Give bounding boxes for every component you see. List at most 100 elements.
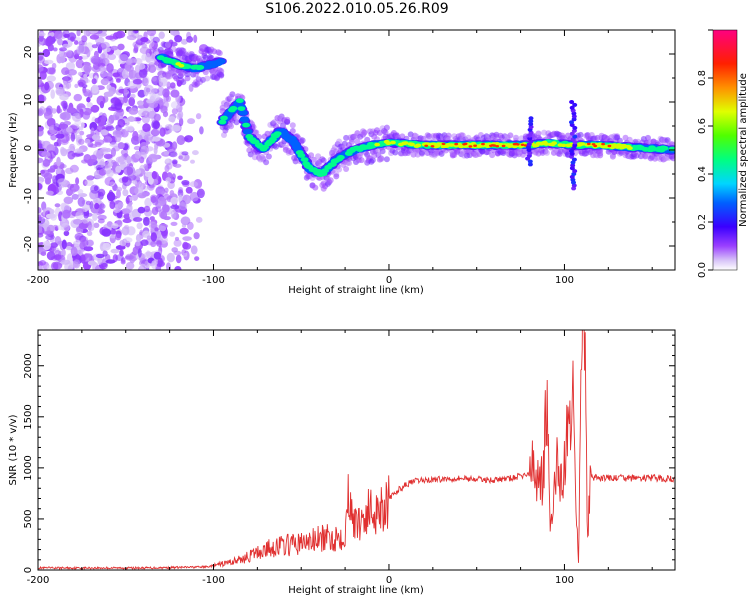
spectrogram-halo bbox=[369, 157, 376, 164]
spectrogram-ridge bbox=[481, 142, 485, 146]
spectrogram-halo bbox=[348, 139, 355, 145]
spectrogram-halo bbox=[383, 124, 390, 131]
top-y-tick-label: -20 bbox=[23, 236, 34, 252]
spectrogram-speckle bbox=[65, 74, 73, 84]
spectrogram-speckle bbox=[135, 234, 142, 243]
spectrogram-speckle bbox=[193, 232, 200, 240]
spectrogram-ridge bbox=[374, 142, 381, 147]
spectrogram-halo bbox=[489, 152, 496, 159]
spectrogram-speckle bbox=[163, 150, 170, 156]
spectrogram-speckle bbox=[145, 52, 151, 63]
spectrogram-speckle bbox=[134, 150, 142, 159]
spectrogram-ridge bbox=[196, 65, 205, 70]
spectrogram-speckle bbox=[61, 239, 67, 250]
spectrogram-speckle bbox=[189, 181, 199, 188]
spectrogram-halo bbox=[320, 157, 327, 164]
spectrogram-burst bbox=[569, 105, 575, 110]
spectrogram-speckle bbox=[63, 33, 70, 38]
spectrogram-speckle bbox=[38, 127, 44, 137]
spectrogram-burst bbox=[526, 153, 532, 158]
spectrogram-halo bbox=[180, 79, 187, 86]
spectrogram-ridge bbox=[515, 143, 520, 146]
spectrogram-speckle bbox=[38, 109, 43, 115]
spectrogram-halo bbox=[184, 75, 191, 82]
spectrogram-ridge bbox=[218, 119, 227, 125]
spectrogram-speckle bbox=[123, 237, 133, 244]
spectrogram-speckle bbox=[86, 96, 91, 103]
spectrogram-halo bbox=[336, 138, 343, 145]
spectrogram-speckle bbox=[91, 84, 99, 94]
spectrogram-speckle bbox=[190, 245, 198, 255]
spectrogram-speckle bbox=[165, 177, 172, 183]
spectrogram-speckle bbox=[139, 263, 147, 270]
spectrogram-speckle bbox=[83, 74, 88, 79]
spectrogram-speckle bbox=[138, 182, 143, 193]
spectrogram-halo bbox=[204, 75, 211, 82]
spectrogram-speckle bbox=[46, 117, 56, 128]
spectrogram-halo bbox=[343, 166, 350, 172]
spectrogram-speckle bbox=[44, 81, 50, 91]
spectrogram-speckle bbox=[38, 225, 43, 234]
spectrogram-speckle bbox=[59, 47, 67, 52]
spectrogram-speckle bbox=[45, 37, 53, 47]
snr-series-line bbox=[38, 330, 675, 570]
spectrogram-speckle bbox=[128, 69, 134, 80]
spectrogram-halo bbox=[253, 129, 260, 136]
spectrogram-speckle bbox=[153, 147, 158, 155]
spectrogram-speckle bbox=[117, 43, 125, 51]
spectrogram-speckle bbox=[123, 166, 134, 176]
spectrogram-speckle bbox=[140, 145, 149, 156]
spectrogram-speckle bbox=[117, 118, 126, 128]
spectrogram-speckle bbox=[149, 216, 155, 221]
spectrogram-speckle bbox=[109, 142, 118, 147]
spectrogram-burst bbox=[528, 125, 534, 129]
spectrogram-speckle bbox=[126, 174, 137, 181]
spectrogram-speckle bbox=[98, 203, 106, 210]
spectrogram-speckle bbox=[66, 81, 72, 89]
spectrogram-speckle bbox=[170, 101, 181, 110]
spectrogram-halo bbox=[289, 122, 296, 129]
spectrogram-speckle bbox=[56, 156, 61, 167]
spectrogram-speckle bbox=[78, 81, 84, 88]
spectrogram-speckle bbox=[115, 111, 124, 121]
spectrogram-speckle bbox=[127, 116, 135, 122]
spectrogram-speckle bbox=[50, 89, 55, 99]
spectrogram-ridge bbox=[593, 144, 598, 148]
spectrogram-speckle bbox=[182, 236, 192, 242]
spectrogram-speckle bbox=[86, 102, 93, 108]
spectrogram-speckle bbox=[82, 89, 92, 97]
spectrogram-speckle bbox=[45, 177, 51, 185]
spectrogram-ridge bbox=[297, 153, 306, 158]
spectrogram-speckle bbox=[123, 95, 128, 104]
spectrogram-speckle bbox=[74, 83, 79, 89]
spectrogram-halo bbox=[166, 73, 173, 80]
spectrogram-speckle bbox=[124, 224, 130, 230]
spectrogram-speckle bbox=[45, 190, 54, 196]
spectrogram-speckle bbox=[87, 158, 94, 167]
spectrogram-speckle bbox=[57, 38, 63, 46]
colorbar: 0.0 0.2 0.4 0.6 0.8 Normalized spectral … bbox=[697, 29, 749, 278]
spectrogram-speckle bbox=[55, 133, 65, 139]
spectrogram-halo bbox=[183, 51, 190, 58]
spectrogram-speckle bbox=[52, 47, 58, 52]
spectrogram-speckle bbox=[94, 141, 102, 147]
spectrogram-halo bbox=[358, 157, 365, 164]
spectrogram-ridge bbox=[385, 141, 392, 145]
spectrogram-ridge bbox=[402, 141, 409, 145]
spectrogram-ridge bbox=[492, 144, 496, 147]
spectrogram-speckle bbox=[168, 151, 178, 158]
spectrogram-speckle bbox=[100, 158, 105, 168]
spectrogram-speckle bbox=[90, 127, 95, 137]
spectrogram-speckle bbox=[52, 262, 63, 270]
spectrogram-speckle bbox=[92, 212, 98, 222]
bottom-y-tick-label: 0 bbox=[23, 567, 34, 573]
spectrogram-speckle bbox=[125, 261, 135, 270]
spectrogram-ridge bbox=[543, 142, 550, 146]
spectrogram-speckle bbox=[115, 165, 122, 173]
spectrogram-speckle bbox=[46, 251, 56, 261]
spectrogram-speckle bbox=[42, 159, 51, 167]
spectrogram-speckle bbox=[73, 93, 83, 102]
spectrogram-halo bbox=[616, 137, 623, 144]
spectrogram-ridge bbox=[430, 145, 435, 148]
